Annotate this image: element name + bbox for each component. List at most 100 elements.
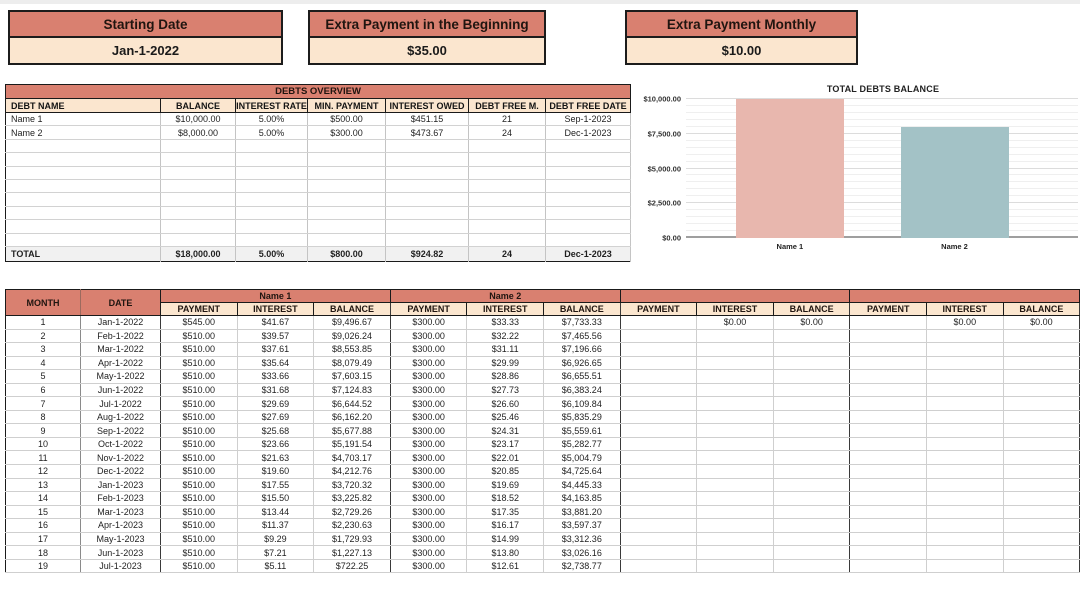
overview-cell[interactable] (545, 152, 632, 167)
schedule-cell[interactable] (620, 369, 698, 384)
schedule-cell[interactable] (773, 437, 851, 452)
schedule-cell[interactable]: $29.69 (237, 396, 315, 411)
schedule-cell[interactable]: $23.66 (237, 437, 315, 452)
schedule-cell[interactable] (926, 410, 1004, 425)
schedule-cell[interactable]: $27.73 (466, 383, 544, 398)
schedule-cell[interactable] (849, 383, 928, 398)
schedule-cell[interactable]: $13.80 (466, 545, 544, 560)
schedule-cell[interactable]: $3,597.37 (543, 518, 621, 533)
schedule-cell[interactable]: $3,312.36 (543, 532, 621, 547)
overview-cell[interactable]: $8,000.00 (160, 125, 236, 140)
date-cell[interactable]: Mar-1-2022 (80, 342, 161, 357)
schedule-cell[interactable]: $5.11 (237, 559, 315, 574)
month-cell[interactable]: 17 (5, 532, 81, 547)
overview-cell[interactable]: $473.67 (385, 125, 469, 140)
debt-name-cell[interactable] (5, 166, 161, 180)
overview-cell[interactable] (545, 192, 632, 207)
schedule-cell[interactable]: $300.00 (390, 532, 468, 547)
date-cell[interactable]: Sep-1-2022 (80, 423, 161, 438)
schedule-cell[interactable]: $300.00 (390, 356, 468, 371)
month-cell[interactable]: 9 (5, 423, 81, 438)
schedule-cell[interactable]: $300.00 (390, 315, 468, 330)
schedule-cell[interactable] (696, 532, 774, 547)
schedule-cell[interactable] (696, 478, 774, 493)
schedule-cell[interactable] (926, 423, 1004, 438)
overview-cell[interactable] (307, 192, 386, 207)
schedule-cell[interactable] (1003, 478, 1080, 493)
schedule-cell[interactable] (849, 532, 928, 547)
schedule-cell[interactable] (696, 383, 774, 398)
month-cell[interactable]: 8 (5, 410, 81, 425)
schedule-cell[interactable]: $3,720.32 (313, 478, 391, 493)
overview-cell[interactable] (235, 233, 308, 247)
schedule-cell[interactable] (1003, 532, 1080, 547)
schedule-cell[interactable] (620, 383, 698, 398)
schedule-cell[interactable] (773, 423, 851, 438)
schedule-cell[interactable]: $17.55 (237, 478, 315, 493)
schedule-cell[interactable] (849, 437, 928, 452)
schedule-cell[interactable]: $4,445.33 (543, 478, 621, 493)
schedule-cell[interactable]: $510.00 (160, 396, 238, 411)
schedule-cell[interactable] (849, 315, 928, 330)
overview-cell[interactable]: Dec-1-2023 (545, 125, 632, 140)
schedule-cell[interactable] (926, 437, 1004, 452)
schedule-cell[interactable]: $9,026.24 (313, 329, 391, 344)
schedule-cell[interactable] (926, 450, 1004, 465)
schedule-cell[interactable]: $9.29 (237, 532, 315, 547)
schedule-cell[interactable]: $300.00 (390, 559, 468, 574)
schedule-cell[interactable] (773, 505, 851, 520)
schedule-cell[interactable]: $300.00 (390, 396, 468, 411)
schedule-cell[interactable] (926, 518, 1004, 533)
date-cell[interactable]: Jan-1-2022 (80, 315, 161, 330)
schedule-cell[interactable]: $5,191.54 (313, 437, 391, 452)
schedule-cell[interactable] (696, 450, 774, 465)
schedule-cell[interactable] (696, 329, 774, 344)
schedule-cell[interactable] (926, 356, 1004, 371)
overview-cell[interactable] (160, 139, 236, 154)
schedule-cell[interactable] (1003, 518, 1080, 533)
debt-name-cell[interactable] (5, 179, 161, 194)
date-cell[interactable]: Feb-1-2022 (80, 329, 161, 344)
schedule-cell[interactable]: $27.69 (237, 410, 315, 425)
overview-cell[interactable]: Sep-1-2023 (545, 112, 632, 127)
overview-cell[interactable]: $500.00 (307, 112, 386, 127)
schedule-cell[interactable] (696, 410, 774, 425)
schedule-cell[interactable]: $300.00 (390, 342, 468, 357)
schedule-cell[interactable]: $510.00 (160, 329, 238, 344)
schedule-cell[interactable]: $25.46 (466, 410, 544, 425)
total-debt-free-m[interactable]: 24 (468, 245, 546, 262)
date-cell[interactable]: Jun-1-2023 (80, 545, 161, 560)
overview-cell[interactable] (545, 219, 632, 234)
date-cell[interactable]: Aug-1-2022 (80, 410, 161, 425)
schedule-cell[interactable] (773, 545, 851, 560)
schedule-cell[interactable]: $25.68 (237, 423, 315, 438)
schedule-cell[interactable]: $0.00 (773, 315, 851, 330)
schedule-cell[interactable]: $31.68 (237, 383, 315, 398)
schedule-cell[interactable] (849, 545, 928, 560)
schedule-cell[interactable] (849, 518, 928, 533)
schedule-cell[interactable] (620, 437, 698, 452)
schedule-cell[interactable]: $510.00 (160, 423, 238, 438)
debt-name-cell[interactable] (5, 192, 161, 207)
overview-cell[interactable]: 5.00% (235, 112, 308, 127)
schedule-cell[interactable]: $3,881.20 (543, 505, 621, 520)
schedule-cell[interactable]: $24.31 (466, 423, 544, 438)
overview-cell[interactable] (545, 139, 632, 154)
schedule-cell[interactable]: $26.60 (466, 396, 544, 411)
schedule-cell[interactable]: $5,835.29 (543, 410, 621, 425)
schedule-cell[interactable]: $7,603.15 (313, 369, 391, 384)
schedule-cell[interactable] (1003, 559, 1080, 574)
overview-cell[interactable] (307, 152, 386, 167)
schedule-cell[interactable]: $300.00 (390, 464, 468, 479)
schedule-cell[interactable] (849, 450, 928, 465)
schedule-cell[interactable] (926, 505, 1004, 520)
overview-cell[interactable] (235, 219, 308, 234)
overview-cell[interactable] (385, 139, 469, 154)
schedule-cell[interactable] (1003, 545, 1080, 560)
schedule-cell[interactable]: $11.37 (237, 518, 315, 533)
schedule-cell[interactable]: $510.00 (160, 383, 238, 398)
overview-cell[interactable] (307, 179, 386, 194)
month-cell[interactable]: 1 (5, 315, 81, 330)
overview-cell[interactable] (468, 219, 546, 234)
overview-cell[interactable] (160, 152, 236, 167)
